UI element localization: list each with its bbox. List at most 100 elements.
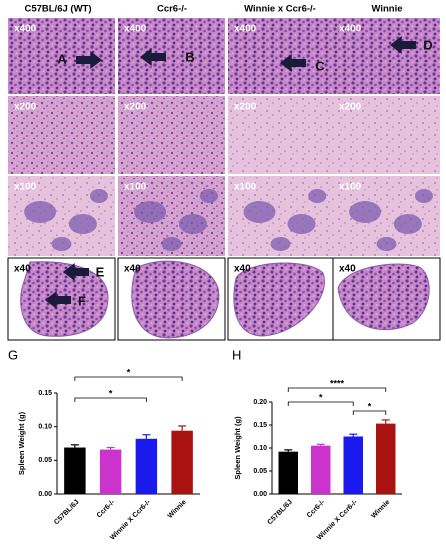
- x-tick-label: C57BL/6J: [266, 499, 294, 527]
- micrograph: [333, 96, 440, 174]
- y-tick-label: 0.10: [38, 424, 52, 431]
- y-axis-label: Spleen Weight (g): [233, 416, 242, 480]
- micrograph: [333, 18, 440, 94]
- panel-label: H: [232, 347, 241, 362]
- column-header: Ccr6-/-: [157, 4, 187, 15]
- follicle: [161, 237, 182, 251]
- arrow-label: D: [423, 37, 432, 52]
- significance-bracket: [74, 397, 147, 402]
- arrow: [390, 36, 416, 54]
- micrograph: [228, 18, 333, 94]
- column-header: Winnie: [371, 4, 402, 15]
- follicle: [89, 189, 108, 203]
- magnification-label: x200: [234, 102, 257, 113]
- magnification-label: x40: [14, 264, 31, 275]
- arrow: [63, 263, 89, 281]
- magnification-label: x400: [339, 24, 362, 35]
- significance-label: *: [319, 392, 323, 402]
- tissue-section: [131, 260, 220, 339]
- bar: [99, 449, 122, 494]
- y-tick-label: 0.15: [253, 422, 267, 429]
- magnification-label: x100: [124, 182, 147, 193]
- follicle: [51, 237, 72, 251]
- y-tick-label: 0.05: [253, 468, 267, 475]
- significance-bracket: [352, 410, 387, 415]
- micrograph: [118, 96, 225, 174]
- y-tick-label: 0.10: [253, 445, 267, 452]
- micrograph: [228, 96, 333, 174]
- x-tick-label: C57BL/6J: [53, 499, 81, 527]
- bar: [311, 445, 331, 494]
- magnification-label: x400: [14, 24, 37, 35]
- follicle: [270, 237, 291, 251]
- magnification-label: x400: [234, 24, 257, 35]
- magnification-label: x200: [124, 102, 147, 113]
- arrow-label: F: [78, 293, 86, 308]
- panel-label: G: [8, 347, 18, 362]
- y-axis-label: Spleen Weight (g): [17, 411, 26, 475]
- bar: [376, 423, 396, 494]
- follicle: [414, 189, 433, 203]
- column-header: Winnie x Ccr6-/-: [244, 4, 316, 15]
- significance-label: ****: [330, 378, 345, 388]
- follicle: [134, 201, 167, 223]
- follicle: [376, 237, 397, 251]
- micrograph: [8, 96, 115, 174]
- histology-grid: C57BL/6J (WT) Ccr6-/- Winnie x Ccr6-/- Winn…: [7, 4, 441, 341]
- x-tick-label: Winnie: [167, 499, 188, 520]
- follicle: [68, 214, 97, 234]
- arrow-label: C: [315, 58, 325, 73]
- y-tick-label: 0.00: [38, 491, 52, 498]
- y-tick-label: 0.15: [38, 390, 52, 397]
- magnification-label: x40: [124, 264, 141, 275]
- follicle: [287, 214, 316, 234]
- follicle: [178, 214, 207, 234]
- significance-label: *: [127, 367, 131, 377]
- arrow-label: E: [96, 264, 105, 279]
- x-tick-label: Winnie X Ccr6-/-: [109, 498, 152, 541]
- magnification-label: x400: [124, 24, 147, 35]
- follicle: [393, 214, 422, 234]
- arrow: [45, 291, 71, 309]
- micrograph: [8, 18, 115, 94]
- magnification-label: x40: [339, 264, 356, 275]
- significance-label: *: [368, 401, 372, 411]
- significance-bracket: [287, 401, 354, 406]
- arrow: [76, 51, 102, 69]
- follicle: [349, 201, 382, 223]
- bar: [278, 451, 298, 494]
- y-tick-label: 0.00: [253, 491, 267, 498]
- magnification-label: x200: [339, 102, 362, 113]
- tissue-section: [233, 262, 325, 337]
- x-tick-label: Ccr6-/-: [96, 498, 117, 519]
- y-tick-label: 0.20: [253, 399, 267, 406]
- follicle: [199, 189, 218, 203]
- x-tick-label: Winnie: [370, 499, 391, 520]
- micrograph: [118, 18, 225, 94]
- magnification-label: x200: [14, 102, 37, 113]
- charts: G Spleen Weight (g) 0.00 0.05 0.10 0.15 C57BL/…: [8, 347, 402, 542]
- significance-bracket: [287, 387, 387, 392]
- follicle: [24, 201, 57, 223]
- significance-bracket: [74, 376, 183, 381]
- arrow-label: A: [57, 51, 67, 66]
- follicle: [308, 189, 327, 203]
- follicle: [243, 201, 276, 223]
- bar: [343, 436, 363, 494]
- magnification-label: x100: [234, 182, 257, 193]
- tissue-section: [337, 263, 430, 331]
- y-tick-label: 0.05: [38, 457, 52, 464]
- bar: [171, 430, 193, 494]
- bar: [135, 438, 158, 494]
- column-header: C57BL/6J (WT): [24, 4, 91, 15]
- arrow: [140, 48, 166, 66]
- arrow-label: B: [185, 49, 194, 64]
- magnification-label: x40: [234, 264, 251, 275]
- significance-label: *: [109, 388, 113, 398]
- magnification-label: x100: [339, 182, 362, 193]
- magnification-label: x100: [14, 182, 37, 193]
- x-tick-label: Ccr6-/-: [306, 498, 327, 519]
- arrow: [280, 54, 306, 72]
- bar: [64, 447, 86, 494]
